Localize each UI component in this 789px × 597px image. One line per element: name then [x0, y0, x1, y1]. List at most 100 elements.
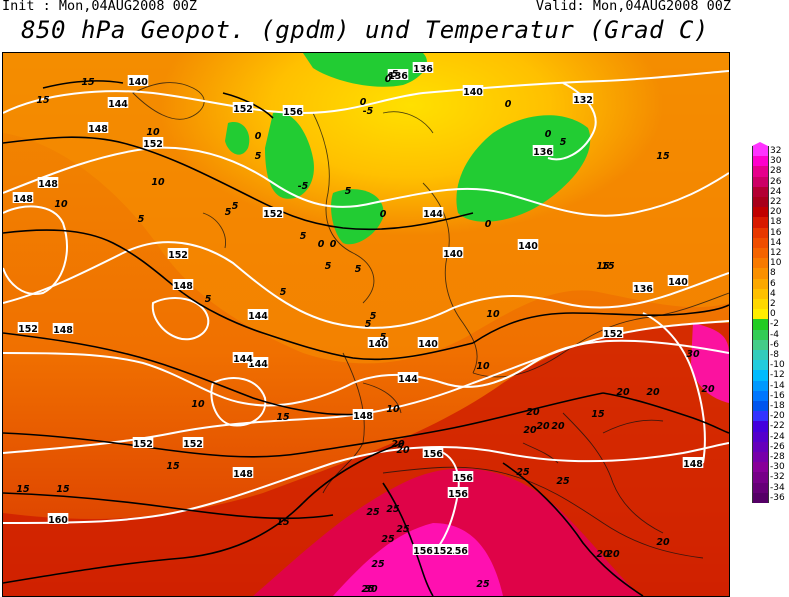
geopotential-label-bg	[432, 544, 454, 555]
temperature-label: 15	[81, 77, 95, 88]
geopotential-label: 148	[38, 179, 58, 190]
geopotential-label: 140	[668, 277, 688, 288]
colorbar-label: 28	[770, 166, 782, 177]
colorbar-cell	[752, 401, 769, 412]
geopotential-label: 148	[88, 124, 108, 135]
colorbar-cell	[752, 146, 769, 157]
colorbar-cell	[752, 472, 769, 483]
geopotential-label-bg	[667, 275, 689, 286]
colorbar-label: 6	[770, 278, 776, 289]
geopotential-label: 140	[518, 241, 538, 252]
colorbar-label: -12	[770, 370, 785, 381]
geopotential-label: 136	[388, 71, 408, 82]
geopotential-label: 156	[413, 546, 433, 557]
temperature-label: 20	[551, 421, 565, 432]
colorbar-cell	[752, 482, 769, 493]
colorbar-label: -2	[770, 319, 779, 330]
geopotential-label-bg	[442, 247, 464, 258]
geopotential-label-bg	[37, 177, 59, 188]
colorbar-label: 32	[770, 146, 782, 156]
geopotential-label: 136	[633, 284, 653, 295]
geopotential-label: 148	[353, 411, 373, 422]
temperature-label: 5	[365, 319, 372, 330]
geopotential-label-bg	[172, 279, 194, 290]
geopotential-label: 148	[13, 194, 33, 205]
geopotential-label: 148	[233, 469, 253, 480]
temperature-label: 25	[386, 504, 400, 515]
temperature-label: 10	[476, 361, 490, 372]
geopotential-label-bg	[247, 357, 269, 368]
geopotential-label-bg	[282, 105, 304, 116]
colorbar-cell	[752, 258, 769, 269]
geopotential-label-bg	[127, 75, 149, 86]
colorbar-label: 16	[770, 227, 782, 238]
cold-pool-2	[225, 122, 250, 155]
temperature-label: 20	[646, 387, 660, 398]
geopotential-label-bg	[532, 145, 554, 156]
colorbar-label: -30	[770, 462, 785, 473]
geopotential-label-bg	[387, 69, 409, 80]
temperature-label: 5	[300, 231, 307, 242]
geopotential-label-bg	[167, 248, 189, 259]
geopotential-label-bg	[142, 137, 164, 148]
temperature-label: 25	[516, 467, 530, 478]
geopotential-label-bg	[352, 409, 374, 420]
geopotential-label: 140	[443, 249, 463, 260]
geopotential-label-bg	[632, 282, 654, 293]
colorbar-label: -34	[770, 482, 785, 493]
temperature-label: 0	[318, 239, 325, 250]
colorbar-cell	[752, 411, 769, 422]
temperature-label: 20	[656, 537, 670, 548]
colorbar-label: 12	[770, 248, 782, 258]
temperature-label: 25	[361, 584, 375, 595]
weather-map-canvas: 1361401321441481521561521361361441521481…	[3, 53, 729, 596]
colorbar-label: 24	[770, 186, 782, 197]
temperature-label: 15	[596, 261, 610, 272]
colorbar-cell	[752, 380, 769, 391]
colorbar-label: -10	[770, 360, 785, 371]
colorbar-cell	[752, 248, 769, 259]
temperature-label: 25	[381, 534, 395, 545]
temperature-label: 25	[371, 559, 385, 570]
geopotential-label-bg	[422, 207, 444, 218]
geopotential-label-bg	[247, 309, 269, 320]
geopotential-label-bg	[452, 471, 474, 482]
geopotential-label-bg	[47, 513, 69, 524]
colorbar-label: -36	[770, 492, 785, 503]
colorbar-cell	[752, 319, 769, 330]
geopotential-label: 156	[423, 449, 443, 460]
temperature-label: 20	[526, 407, 540, 418]
temperature-label: 5	[232, 201, 239, 212]
temperature-label: 5	[325, 261, 332, 272]
colorbar-cell	[752, 360, 769, 371]
valid-time-label: Valid: Mon,04AUG2008 00Z	[535, 0, 731, 14]
temperature-colorbar: 32 30 28 26 24 22 20 18 16 14 12 10 8 6 4 2 0 -2 -4 -6 -8 -10…	[752, 142, 788, 510]
colorbar-label: -6	[770, 339, 779, 350]
colorbar-cell	[752, 156, 769, 167]
colorbar-cell	[752, 492, 769, 503]
temperature-label: 30	[686, 349, 700, 360]
temperature-label: 15	[36, 95, 50, 106]
temperature-label: 15	[16, 484, 30, 495]
colorbar-cell	[752, 207, 769, 218]
colorbar-label: 0	[770, 309, 776, 320]
colorbar-cell	[752, 268, 769, 279]
geopotential-label: 140	[368, 339, 388, 350]
temperature-label: 5	[225, 207, 232, 218]
geopotential-label-bg	[17, 322, 39, 333]
colorbar-label: -22	[770, 421, 785, 432]
geopotential-label-bg	[572, 93, 594, 104]
temperature-label: 5	[280, 287, 287, 298]
geopotential-label: 156	[448, 489, 468, 500]
temperature-label: 10	[151, 177, 165, 188]
geopotential-label: 152	[183, 439, 203, 450]
colorbar-label: -16	[770, 390, 785, 401]
colorbar-cell	[752, 339, 769, 350]
colorbar-cell	[752, 431, 769, 442]
colorbar-cell	[752, 288, 769, 299]
colorbar-label: 18	[770, 217, 782, 228]
temperature-label: 0	[360, 97, 367, 108]
cold-pool-scandinavia	[456, 115, 591, 222]
geopotential-label-bg	[397, 372, 419, 383]
colorbar-label: 22	[770, 197, 782, 207]
